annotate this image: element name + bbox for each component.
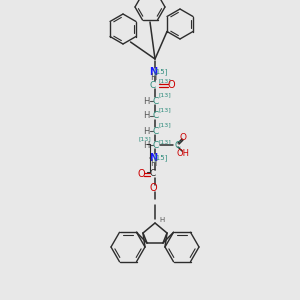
Text: C: C bbox=[153, 127, 159, 136]
Text: [13]: [13] bbox=[159, 107, 171, 112]
Text: H: H bbox=[143, 140, 149, 149]
Text: C: C bbox=[150, 80, 156, 89]
Text: [13]: [13] bbox=[159, 92, 171, 98]
Text: C: C bbox=[153, 112, 159, 121]
Text: [15]: [15] bbox=[154, 154, 168, 161]
Text: [13]: [13] bbox=[159, 79, 171, 83]
Text: O: O bbox=[137, 169, 145, 179]
Text: [15]: [15] bbox=[154, 69, 168, 75]
Text: O: O bbox=[149, 183, 157, 193]
Text: H: H bbox=[143, 97, 149, 106]
Text: O: O bbox=[179, 133, 187, 142]
Text: H: H bbox=[150, 160, 156, 169]
Text: N: N bbox=[149, 67, 157, 77]
Text: C: C bbox=[174, 140, 180, 149]
Text: OH: OH bbox=[176, 148, 190, 158]
Text: N: N bbox=[149, 153, 157, 163]
Text: H: H bbox=[143, 127, 149, 136]
Text: [13]: [13] bbox=[159, 122, 171, 128]
Text: C: C bbox=[153, 140, 159, 149]
Text: C: C bbox=[150, 169, 156, 178]
Text: [13]: [13] bbox=[159, 140, 171, 145]
Text: O: O bbox=[167, 80, 175, 90]
Text: C: C bbox=[153, 97, 159, 106]
Text: H: H bbox=[159, 217, 165, 223]
Text: [13]: [13] bbox=[139, 136, 152, 142]
Text: H: H bbox=[143, 112, 149, 121]
Text: H: H bbox=[150, 74, 156, 82]
